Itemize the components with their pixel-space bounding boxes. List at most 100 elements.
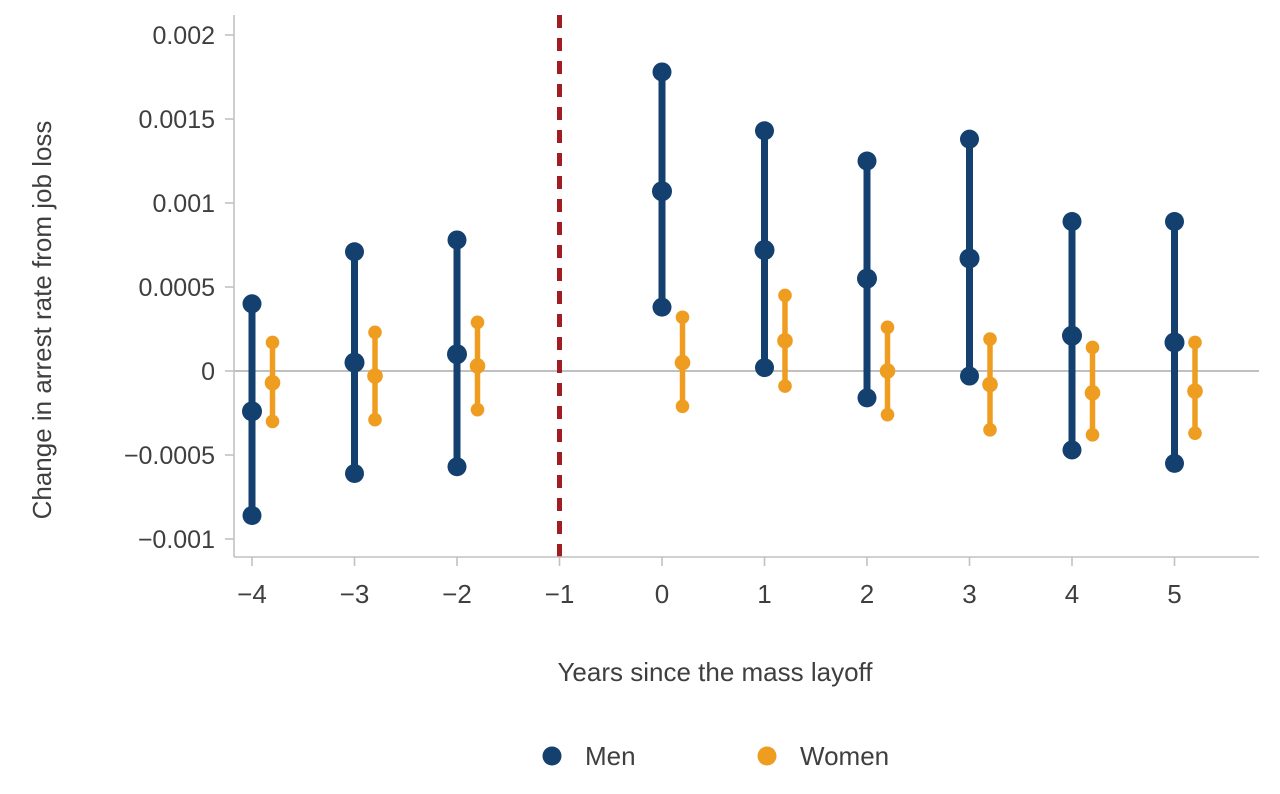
ci-lower-dot bbox=[857, 388, 877, 408]
ci-upper-dot bbox=[447, 230, 467, 250]
axes-group bbox=[225, 15, 1259, 566]
ci-upper-dot bbox=[778, 288, 792, 303]
ci-upper-dot bbox=[242, 294, 262, 314]
legend-women-label: Women bbox=[800, 741, 889, 771]
y-tick-label: 0.0005 bbox=[139, 274, 215, 302]
ci-upper-dot bbox=[1085, 340, 1100, 355]
x-tick-label: −4 bbox=[237, 579, 267, 609]
ci-upper-dot bbox=[368, 325, 382, 340]
ci-upper-dot bbox=[983, 332, 997, 346]
ci-upper-dot bbox=[857, 151, 877, 171]
women-point-x-4 bbox=[264, 335, 281, 429]
x-tick-label: 2 bbox=[860, 579, 874, 609]
estimate-dot bbox=[652, 181, 672, 202]
estimate-dot bbox=[367, 368, 383, 384]
ci-upper-dot bbox=[755, 121, 774, 141]
ci-lower-dot bbox=[1085, 428, 1100, 442]
y-tick-label: 0.0015 bbox=[139, 106, 215, 134]
estimate-dot bbox=[857, 268, 877, 289]
estimate-dot bbox=[777, 332, 793, 349]
ci-lower-dot bbox=[755, 358, 774, 378]
ci-upper-dot bbox=[1062, 211, 1082, 231]
men-point-x1 bbox=[754, 121, 775, 378]
estimate-dot bbox=[959, 248, 980, 269]
estimate-dot bbox=[1164, 332, 1185, 353]
women-point-x2 bbox=[879, 320, 896, 422]
series-men bbox=[242, 62, 1185, 525]
ci-lower-dot bbox=[1188, 426, 1202, 440]
y-tick-label: 0 bbox=[201, 358, 215, 386]
men-point-x-4 bbox=[242, 294, 262, 525]
women-point-x4 bbox=[1084, 340, 1101, 442]
series-women bbox=[264, 288, 1203, 442]
men-point-x-2 bbox=[447, 230, 467, 477]
women-point-x-2 bbox=[469, 315, 486, 417]
ci-upper-dot bbox=[1165, 211, 1184, 231]
x-tick-label: −3 bbox=[340, 579, 370, 609]
x-tick-label: 1 bbox=[757, 579, 771, 609]
ci-upper-dot bbox=[960, 129, 979, 149]
y-tick-label: 0.002 bbox=[152, 22, 215, 50]
ci-lower-dot bbox=[1062, 440, 1082, 460]
men-point-x4 bbox=[1062, 211, 1082, 460]
estimate-dot bbox=[879, 363, 896, 379]
women-point-x-3 bbox=[367, 325, 383, 427]
data-series-group bbox=[242, 62, 1203, 525]
ci-upper-dot bbox=[470, 315, 485, 330]
y-tick-label: −0.001 bbox=[138, 526, 215, 554]
ci-lower-dot bbox=[1165, 453, 1184, 473]
tick-labels-group: 0.002 0.0015 0.001 0.0005 0 −0.0005 −0.001 −4 −3… bbox=[124, 22, 1182, 609]
ci-lower-dot bbox=[778, 379, 792, 393]
women-point-x5 bbox=[1187, 335, 1203, 440]
ci-upper-dot bbox=[880, 320, 895, 335]
ci-lower-dot bbox=[470, 402, 485, 417]
ci-upper-dot bbox=[265, 335, 280, 350]
men-point-x3 bbox=[959, 129, 980, 386]
estimate-dot bbox=[1187, 383, 1203, 399]
x-tick-label: 5 bbox=[1167, 579, 1181, 609]
legend: Men Women bbox=[542, 741, 889, 771]
legend-men-label: Men bbox=[585, 741, 636, 771]
y-tick-label: −0.0005 bbox=[124, 442, 215, 470]
estimate-dot bbox=[982, 376, 998, 393]
ci-lower-dot bbox=[345, 463, 364, 483]
ci-upper-dot bbox=[675, 310, 690, 325]
ci-lower-dot bbox=[652, 297, 672, 317]
estimate-dot bbox=[264, 374, 281, 391]
ci-lower-dot bbox=[880, 407, 895, 422]
estimate-dot bbox=[1062, 325, 1082, 346]
x-tick-label: 0 bbox=[655, 579, 669, 609]
ci-lower-dot bbox=[960, 366, 979, 386]
ci-lower-dot bbox=[265, 414, 280, 429]
estimate-dot bbox=[447, 344, 467, 365]
y-tick-label: 0.001 bbox=[152, 190, 215, 218]
ci-upper-dot bbox=[345, 242, 364, 262]
legend-women-marker-icon bbox=[757, 746, 777, 766]
estimate-dot bbox=[469, 358, 486, 374]
estimate-dot bbox=[344, 352, 365, 373]
ci-lower-dot bbox=[447, 457, 467, 477]
ci-upper-dot bbox=[652, 62, 672, 82]
men-point-x5 bbox=[1164, 211, 1185, 473]
men-point-x2 bbox=[857, 151, 877, 408]
x-axis-title: Years since the mass layoff bbox=[557, 657, 873, 687]
x-tick-label: 4 bbox=[1065, 579, 1079, 609]
ci-lower-dot bbox=[242, 505, 262, 525]
men-point-x-3 bbox=[344, 242, 365, 483]
x-tick-label: −1 bbox=[545, 579, 575, 609]
women-point-x0 bbox=[674, 310, 691, 414]
ci-upper-dot bbox=[1188, 335, 1202, 350]
y-axis-title: Change in arrest rate from job loss bbox=[27, 121, 57, 520]
estimate-dot bbox=[674, 354, 691, 371]
ci-lower-dot bbox=[368, 412, 382, 427]
ci-lower-dot bbox=[983, 423, 997, 437]
women-point-x3 bbox=[982, 332, 998, 437]
x-tick-label: 3 bbox=[962, 579, 976, 609]
ci-lower-dot bbox=[675, 399, 690, 414]
x-tick-label: −2 bbox=[442, 579, 472, 609]
legend-men-marker-icon bbox=[542, 746, 562, 766]
women-point-x1 bbox=[777, 288, 793, 393]
estimate-dot bbox=[242, 401, 262, 422]
